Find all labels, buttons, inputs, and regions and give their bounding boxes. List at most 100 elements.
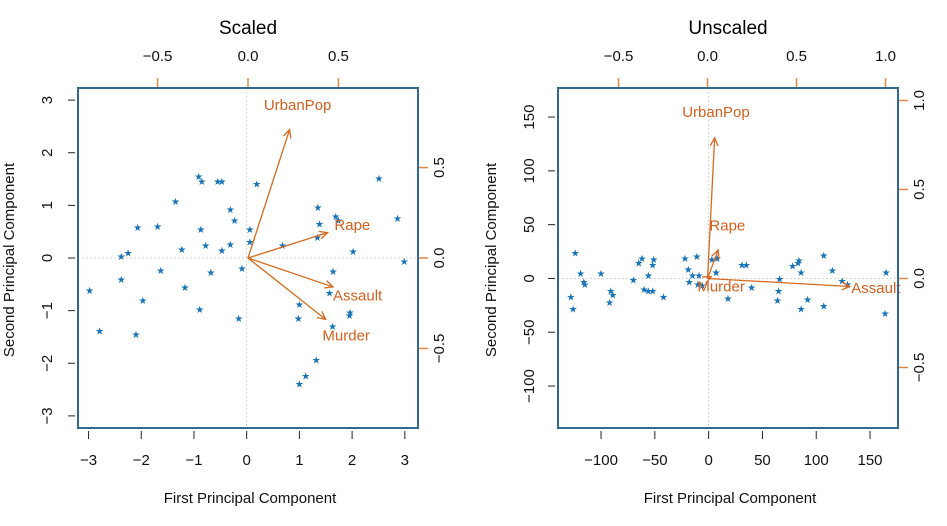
y-axis-label: Second Principal Component [1,162,18,357]
data-point: ★ [315,219,324,230]
right-axis-tick-label: 0.5 [911,179,928,200]
data-point: ★ [788,262,797,273]
data-point: ★ [325,289,334,300]
chart-title: Scaled [219,18,277,39]
data-point: ★ [634,258,643,269]
data-point: ★ [138,296,147,307]
arrow-head [318,230,329,240]
data-point: ★ [606,286,615,297]
loading-arrow-assault: Assault [707,277,901,297]
loading-label: UrbanPop [682,104,750,121]
arrow-shaft [707,277,850,288]
x-tick-label: −3 [80,452,97,469]
data-point: ★ [217,246,226,257]
data-point: ★ [637,254,646,265]
data-point: ★ [181,283,190,294]
right-axis-tick-label: 0.5 [431,157,448,178]
loading-arrow-urbanpop: UrbanPop [247,97,331,259]
data-point: ★ [566,293,575,304]
arrow-shaft [247,232,328,259]
y-axis-label: Second Principal Component [483,162,500,357]
data-point: ★ [334,216,343,227]
x-tick-label: 2 [348,452,356,469]
data-point: ★ [226,205,235,216]
data-point: ★ [597,269,606,280]
x-tick-label: 100 [804,452,829,469]
data-point: ★ [295,379,304,390]
data-point: ★ [196,225,205,236]
y-tick-label: 3 [39,96,56,104]
panel-unscaled: Unscaled −100 −50 0 50 100 150 −100 −50 0 50 100 150… [483,18,928,507]
data-point: ★ [828,266,837,277]
data-point: ★ [245,238,254,249]
data-point: ★ [197,177,206,188]
data-point: ★ [177,245,186,256]
data-point: ★ [294,314,303,325]
data-point: ★ [346,308,355,319]
top-axis-tick-label: 0.0 [238,48,259,65]
y-tick-label: −1 [39,302,56,319]
x-tick-label: −50 [642,452,667,469]
data-point: ★ [659,293,668,304]
data-point: ★ [694,271,703,282]
arrow-head [282,128,292,139]
arrow-head [709,136,719,147]
y-tick-label: 2 [39,149,56,157]
data-point: ★ [576,269,585,280]
top-axis-tick-label: −0.5 [143,48,173,65]
data-point: ★ [707,255,716,266]
panel-scaled: Scaled −3 −2 −1 0 1 2 3 −3 −2 −1 0 1 2 3 −0.5 0.0 0.5 −0.5… [1,18,448,507]
loading-label: Rape [334,217,370,234]
data-point: ★ [685,278,694,289]
data-point: ★ [301,371,310,382]
data-point: ★ [252,179,261,190]
data-point: ★ [819,251,828,262]
arrow-shaft [706,137,716,279]
x-tick-label: 150 [858,452,883,469]
data-point: ★ [195,305,204,316]
data-point: ★ [649,255,658,266]
data-point: ★ [132,330,141,341]
x-tick-label: 1 [295,452,303,469]
data-point: ★ [230,216,239,227]
data-point: ★ [579,278,588,289]
data-point: ★ [738,260,747,271]
data-point: ★ [797,268,806,279]
data-point: ★ [742,260,751,271]
x-axis-label: First Principal Component [644,490,817,507]
data-point: ★ [692,252,701,263]
x-axis-label: First Principal Component [164,490,337,507]
x-tick-label: 0 [704,452,712,469]
data-point: ★ [194,172,203,183]
data-point: ★ [331,212,340,223]
arrow-head [711,248,720,260]
arrow-shaft [247,257,327,320]
right-axis-tick-label: 0.0 [431,248,448,269]
data-point: ★ [329,267,338,278]
data-point: ★ [117,275,126,286]
data-point: ★ [648,286,657,297]
data-point: ★ [793,258,802,269]
arrow-head [702,276,713,285]
arrow-shaft [706,249,719,279]
data-point: ★ [713,254,722,265]
x-tick-label: 0 [243,452,251,469]
x-tick-label: 3 [401,452,409,469]
data-point: ★ [819,301,828,312]
data-point: ★ [156,266,165,277]
data-point: ★ [712,268,721,279]
data-point: ★ [171,197,180,208]
data-point: ★ [349,247,358,258]
right-axis-tick-label: −0.5 [911,353,928,383]
data-point: ★ [345,311,354,322]
x-tick-label: −100 [584,452,618,469]
data-point: ★ [881,309,890,320]
data-point: ★ [680,254,689,265]
data-point: ★ [747,283,756,294]
y-tick-label: 1 [39,201,56,209]
data-point: ★ [133,223,142,234]
top-axis-tick-label: 0.5 [786,48,807,65]
data-point: ★ [213,177,222,188]
right-axis-tick-label: 0.0 [911,268,928,289]
data-point: ★ [795,256,804,267]
